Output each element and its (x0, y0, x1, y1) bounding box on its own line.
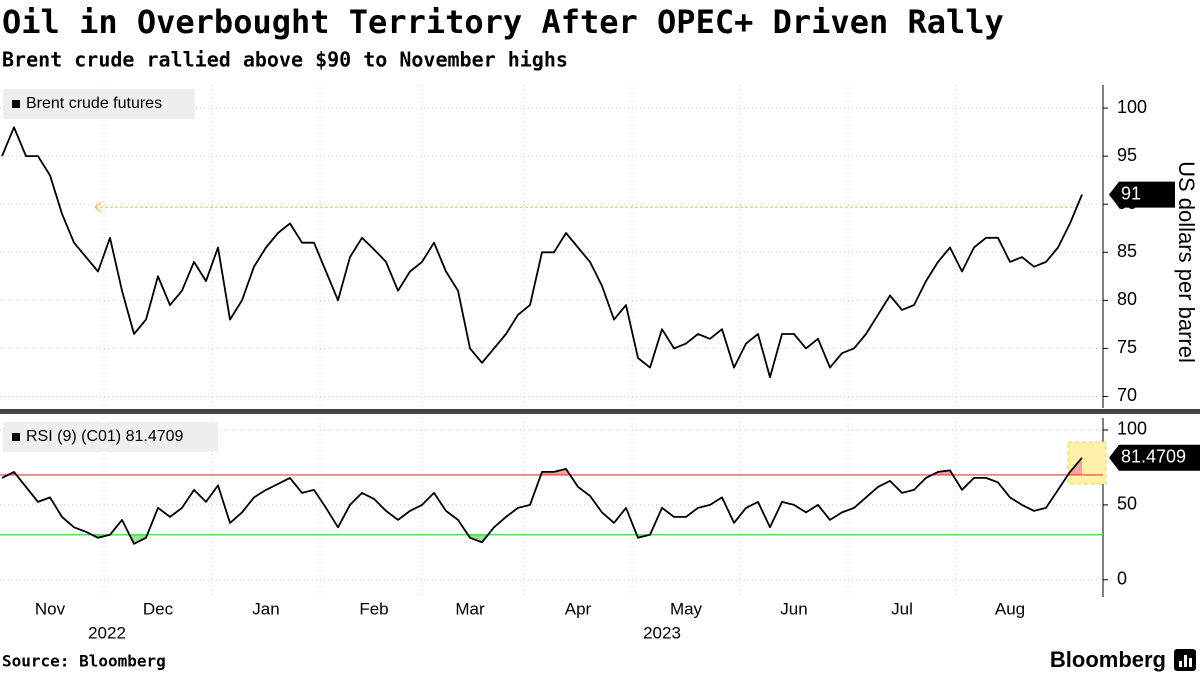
x-tick-label: Dec (143, 599, 174, 618)
year-label: 2022 (88, 623, 126, 642)
x-tick-label: Jan (252, 599, 279, 618)
y-tick-label: 80 (1117, 289, 1137, 309)
legend-swatch (12, 100, 20, 108)
legend-box (3, 89, 195, 119)
y-tick-label: 0 (1117, 569, 1127, 589)
legend-box (3, 422, 218, 452)
y-tick-label: 100 (1117, 419, 1147, 439)
x-tick-label: Aug (995, 599, 1025, 618)
x-tick-label: Feb (359, 599, 388, 618)
panel-divider (0, 409, 1200, 414)
x-tick-label: Apr (565, 599, 592, 618)
threshold-fill (7, 457, 1082, 475)
chart-title: Oil in Overbought Territory After OPEC+ … (2, 3, 1004, 41)
x-tick-label: Jul (891, 599, 913, 618)
legend-swatch (12, 433, 20, 441)
series-line (1, 457, 1083, 545)
y-tick-label: 100 (1117, 97, 1147, 117)
legend-label: RSI (9) (C01) 81.4709 (26, 428, 184, 445)
highlight-box (1067, 441, 1107, 485)
year-label: 2023 (643, 623, 681, 642)
chart-subtitle: Brent crude rallied above $90 to Novembe… (2, 48, 568, 72)
y-tick-label: 70 (1117, 385, 1137, 405)
y-tick-label: 50 (1117, 494, 1137, 514)
source: Source: Bloomberg (2, 652, 166, 671)
x-tick-label: Mar (455, 599, 485, 618)
last-value-tag (1109, 444, 1200, 471)
y-tick-label: 75 (1117, 337, 1137, 357)
y-tick-label: 85 (1117, 241, 1137, 261)
last-value-tag (1109, 181, 1175, 208)
threshold-fill (2, 534, 1082, 544)
x-tick-label: Jun (780, 599, 807, 618)
brand: Bloomberg (1050, 647, 1166, 672)
legend-label: Brent crude futures (26, 95, 162, 112)
last-value-label: 91 (1121, 183, 1141, 203)
x-tick-label: Nov (35, 599, 66, 618)
y-tick-label: 95 (1117, 145, 1137, 165)
brand-icon (1174, 649, 1196, 671)
y-axis-label: US dollars per barrel (1174, 161, 1199, 363)
series-line (1, 126, 1083, 379)
reference-arrow (94, 201, 102, 213)
x-tick-label: May (670, 599, 703, 618)
last-value-label: 81.4709 (1121, 446, 1186, 466)
